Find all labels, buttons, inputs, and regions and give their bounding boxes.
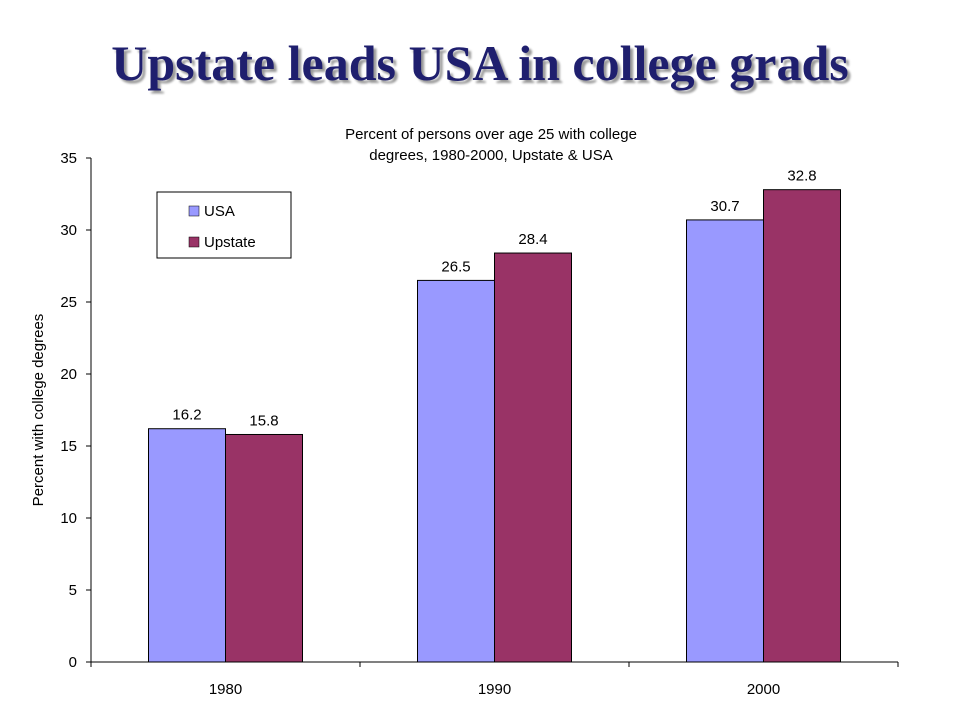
y-tick-label: 30: [60, 222, 77, 239]
data-label: 32.8: [787, 168, 816, 185]
bar-usa: [686, 219, 764, 663]
x-tick-label: 1980: [209, 681, 242, 698]
y-tick-label: 0: [69, 654, 77, 671]
bar-upstate: [225, 433, 303, 663]
data-label: 16.2: [172, 407, 201, 424]
x-tick-label: 2000: [747, 681, 780, 698]
y-axis: 0 5 10 15 20 25 30 35: [60, 150, 92, 671]
bars: 16.2 26.5 30.7 15.8 28.4 32.8: [148, 168, 841, 663]
chart-title-line: Percent of persons over age 25 with coll…: [345, 126, 637, 143]
bar-upstate: [763, 189, 841, 663]
chart-title-line: degrees, 1980-2000, Upstate & USA: [369, 147, 613, 164]
bar-usa: [148, 428, 226, 663]
y-axis-label: Percent with college degrees: [30, 314, 47, 507]
chart-title: Percent of persons over age 25 with coll…: [345, 126, 637, 164]
y-tick-label: 20: [60, 366, 77, 383]
data-label: 28.4: [518, 231, 547, 248]
legend-label: USA: [204, 203, 235, 220]
slide-title: Upstate leads USA in college grads: [111, 35, 849, 91]
data-label: 26.5: [441, 258, 470, 275]
legend-label: Upstate: [204, 234, 256, 251]
bar-upstate: [494, 252, 572, 663]
data-label: 15.8: [249, 412, 278, 429]
y-tick-label: 10: [60, 510, 77, 527]
y-tick-label: 5: [69, 582, 77, 599]
x-axis: 1980 1990 2000: [90, 661, 899, 698]
bar-usa: [417, 279, 495, 663]
data-label: 30.7: [710, 198, 739, 215]
y-tick-label: 25: [60, 294, 77, 311]
x-tick-label: 1990: [478, 681, 511, 698]
y-tick-label: 35: [60, 150, 77, 167]
legend-swatch: [188, 236, 200, 248]
y-axis-title: Percent with college degrees: [30, 314, 47, 507]
y-tick-label: 15: [60, 438, 77, 455]
legend: USA Upstate: [156, 191, 292, 259]
legend-swatch: [188, 205, 200, 217]
legend-box: [156, 191, 292, 259]
